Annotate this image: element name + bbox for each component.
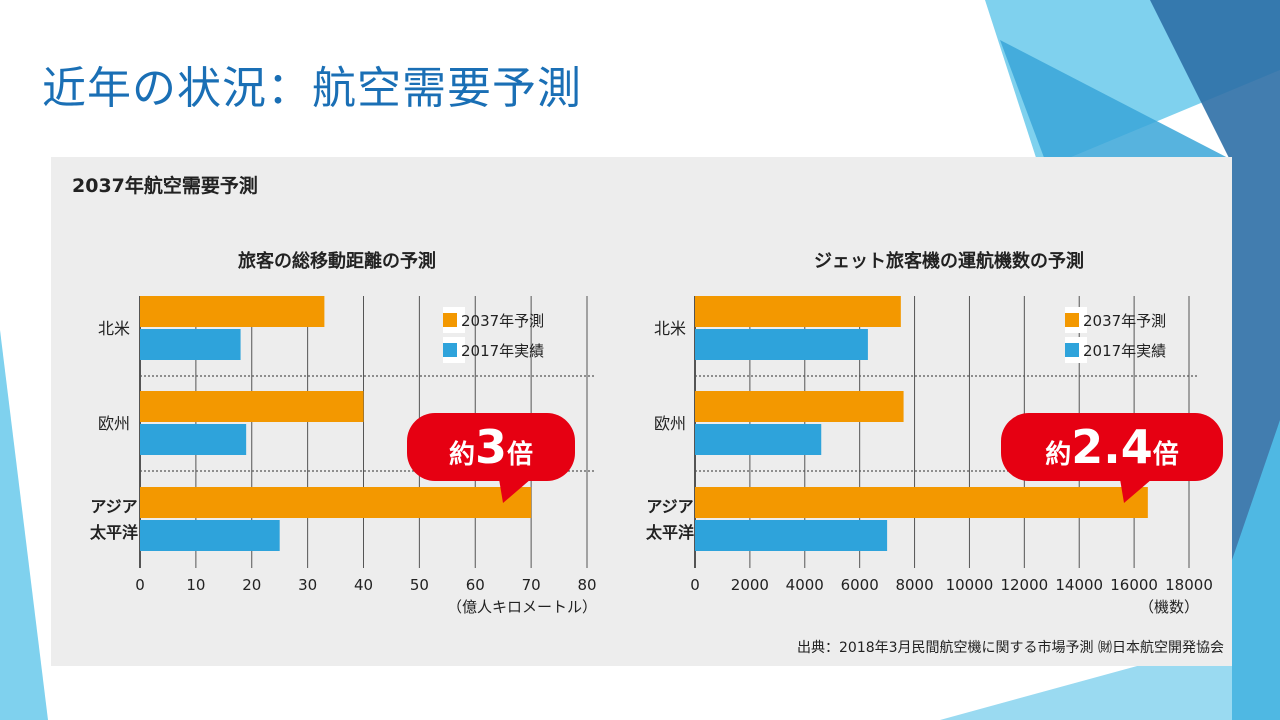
- bar-actual: [695, 329, 868, 360]
- x-axis-label: （機数）: [1139, 598, 1199, 616]
- source-note: 出典：2018年3月民間航空機に関する市場予測 ㈶日本航空開発協会: [797, 640, 1224, 656]
- legend-swatch: [1065, 313, 1079, 327]
- chart-passenger-distance-svg: 旅客の総移動距離の予測 0 10 20 30 40 50 60 70 80 （億人キロメートル） 北米…: [89, 250, 597, 616]
- x-tick-label: 50: [410, 576, 429, 594]
- bar-actual: [140, 520, 280, 551]
- chart-title: ジェット旅客機の運航機数の予測: [814, 250, 1084, 272]
- category-label: 北米: [654, 319, 686, 338]
- bar-forecast: [140, 296, 325, 327]
- legend-swatch: [443, 343, 457, 357]
- x-tick-label: 16000: [1110, 576, 1158, 594]
- callout-bubble: [1001, 413, 1223, 481]
- x-tick-label: 20: [242, 576, 261, 594]
- legend-swatch: [1065, 343, 1079, 357]
- bar-actual: [140, 424, 247, 455]
- legend-label: 2037年予測: [461, 312, 544, 330]
- chart-jet-fleet-svg: ジェット旅客機の運航機数の予測 0 2000 4000 6000 8000 10000 120…: [645, 250, 1223, 616]
- x-tick-label: 6000: [841, 576, 879, 594]
- legend-label: 2017年実績: [461, 342, 544, 360]
- x-tick-label: 18000: [1165, 576, 1213, 594]
- legend-swatch: [443, 313, 457, 327]
- legend-label: 2017年実績: [1083, 342, 1166, 360]
- x-tick-label: 2000: [731, 576, 769, 594]
- x-tick-label: 14000: [1055, 576, 1103, 594]
- deco-triangle-bottom-right: [1160, 420, 1280, 720]
- x-tick-label: 10: [186, 576, 205, 594]
- chart-title: 旅客の総移動距離の予測: [238, 250, 436, 272]
- bar-forecast: [140, 487, 532, 518]
- legend-label: 2037年予測: [1083, 312, 1166, 330]
- x-tick-label: 10000: [946, 576, 994, 594]
- callout-text: 約2.4倍: [1045, 420, 1179, 474]
- category-label: 欧州: [654, 414, 686, 433]
- x-tick-label: 70: [522, 576, 541, 594]
- x-axis-label: （億人キロメートル）: [447, 598, 597, 616]
- bar-forecast: [695, 487, 1148, 518]
- bar-actual: [695, 424, 822, 455]
- chart-passenger-distance: 旅客の総移動距離の予測 0 10 20 30 40 50 60 70 80 （億人キロメートル） 北米…: [51, 157, 631, 666]
- deco-triangle-left: [0, 330, 48, 720]
- category-label: アジア: [90, 497, 137, 516]
- chart-jet-fleet: ジェット旅客機の運航機数の予測 0 2000 4000 6000 8000 10000 120…: [631, 157, 1232, 666]
- callout-tail: [1120, 479, 1152, 503]
- x-tick-label: 0: [690, 576, 700, 594]
- callout-text: 約3倍: [449, 420, 533, 474]
- bar-actual: [695, 520, 888, 551]
- x-tick-label: 12000: [1000, 576, 1048, 594]
- x-tick-label: 4000: [786, 576, 824, 594]
- category-label: 太平洋: [89, 523, 138, 542]
- x-tick-label: 30: [298, 576, 317, 594]
- category-label: 欧州: [98, 414, 130, 433]
- bar-forecast: [695, 391, 904, 422]
- slide-title: 近年の状況：航空需要予測: [42, 63, 582, 114]
- x-tick-label: 60: [466, 576, 485, 594]
- category-label: アジア: [646, 497, 693, 516]
- x-tick-label: 8000: [895, 576, 933, 594]
- bar-forecast: [695, 296, 901, 327]
- bar-forecast: [140, 391, 364, 422]
- x-tick-label: 0: [135, 576, 145, 594]
- bar-actual: [140, 329, 241, 360]
- x-tick-label: 40: [354, 576, 373, 594]
- x-tick-label: 80: [577, 576, 596, 594]
- chart-panel: 2037年航空需要予測 旅客の総移動距離の予測 0 10 20 30 40 50 60 70 80…: [51, 157, 1232, 666]
- category-label: 太平洋: [645, 523, 694, 542]
- panel-title: 2037年航空需要予測: [72, 175, 258, 197]
- category-label: 北米: [98, 319, 130, 338]
- callout-bubble: [407, 413, 575, 481]
- callout-tail: [499, 479, 531, 503]
